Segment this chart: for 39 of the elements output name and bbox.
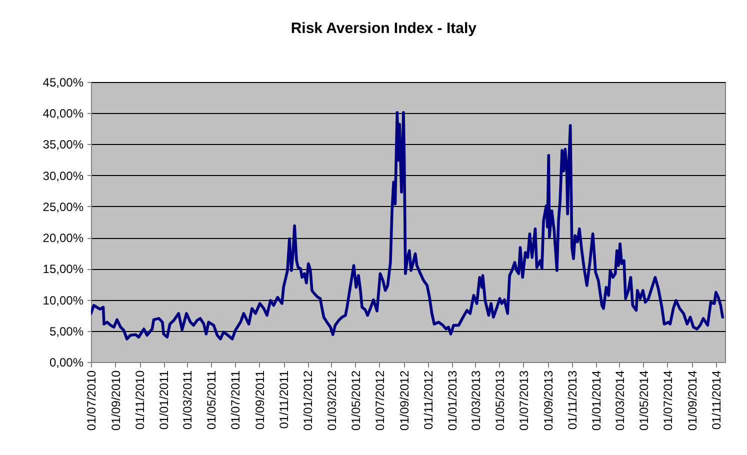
x-tick-label: 01/01/2012 bbox=[301, 370, 316, 431]
x-tick-label: 01/05/2013 bbox=[492, 370, 507, 431]
x-tick-label: 01/01/2014 bbox=[589, 370, 604, 431]
x-tick-label: 01/03/2011 bbox=[180, 370, 194, 430]
y-tick-label: 15,00% bbox=[42, 262, 84, 276]
x-tick-label: 01/11/2012 bbox=[421, 370, 436, 430]
x-tick-label: 01/01/2011 bbox=[157, 370, 172, 430]
x-tick-label: 01/11/2014 bbox=[709, 370, 724, 430]
line-series bbox=[91, 111, 724, 340]
y-tick-label: 0,00% bbox=[49, 356, 84, 370]
x-tick-label: 01/11/2010 bbox=[133, 370, 148, 430]
x-tick-label: 01/05/2011 bbox=[204, 370, 218, 430]
x-tick-label: 01/09/2011 bbox=[252, 370, 267, 430]
x-tick-label: 01/05/2014 bbox=[636, 370, 651, 431]
y-tick-label: 35,00% bbox=[42, 138, 84, 152]
y-tick-label: 30,00% bbox=[42, 168, 84, 183]
y-tick-label: 5,00% bbox=[49, 324, 84, 338]
x-tick-label: 01/09/2012 bbox=[397, 370, 412, 431]
x-tick-label: 01/03/2012 bbox=[324, 370, 339, 431]
x-tick-label: 01/07/2010 bbox=[84, 370, 98, 431]
x-tick-label: 01/01/2013 bbox=[445, 370, 460, 431]
x-tick-label: 01/03/2013 bbox=[468, 370, 483, 431]
x-tick-label: 01/07/2014 bbox=[660, 370, 675, 431]
x-tick-label: 01/07/2013 bbox=[516, 370, 531, 431]
x-tick-label: 01/11/2013 bbox=[565, 370, 580, 430]
x-tick-label: 01/07/2012 bbox=[372, 370, 387, 431]
x-tick-label: 01/07/2011 bbox=[228, 370, 242, 430]
x-tick-label: 01/03/2014 bbox=[612, 370, 627, 431]
x-tick-label: 01/05/2012 bbox=[348, 370, 363, 431]
y-tick-label: 20,00% bbox=[42, 231, 84, 246]
y-tick-label: 40,00% bbox=[42, 106, 84, 121]
x-tick-label: 01/09/2014 bbox=[685, 370, 700, 431]
y-tick-label: 10,00% bbox=[42, 293, 84, 308]
chart-title: Risk Aversion Index - Italy bbox=[290, 20, 478, 37]
x-tick-label: 01/09/2010 bbox=[108, 370, 123, 431]
y-tick-label: 25,00% bbox=[42, 200, 84, 214]
y-tick-label: 45,00% bbox=[42, 76, 84, 90]
x-tick-label: 01/11/2011 bbox=[277, 370, 292, 429]
x-tick-label: 01/09/2013 bbox=[541, 370, 556, 431]
